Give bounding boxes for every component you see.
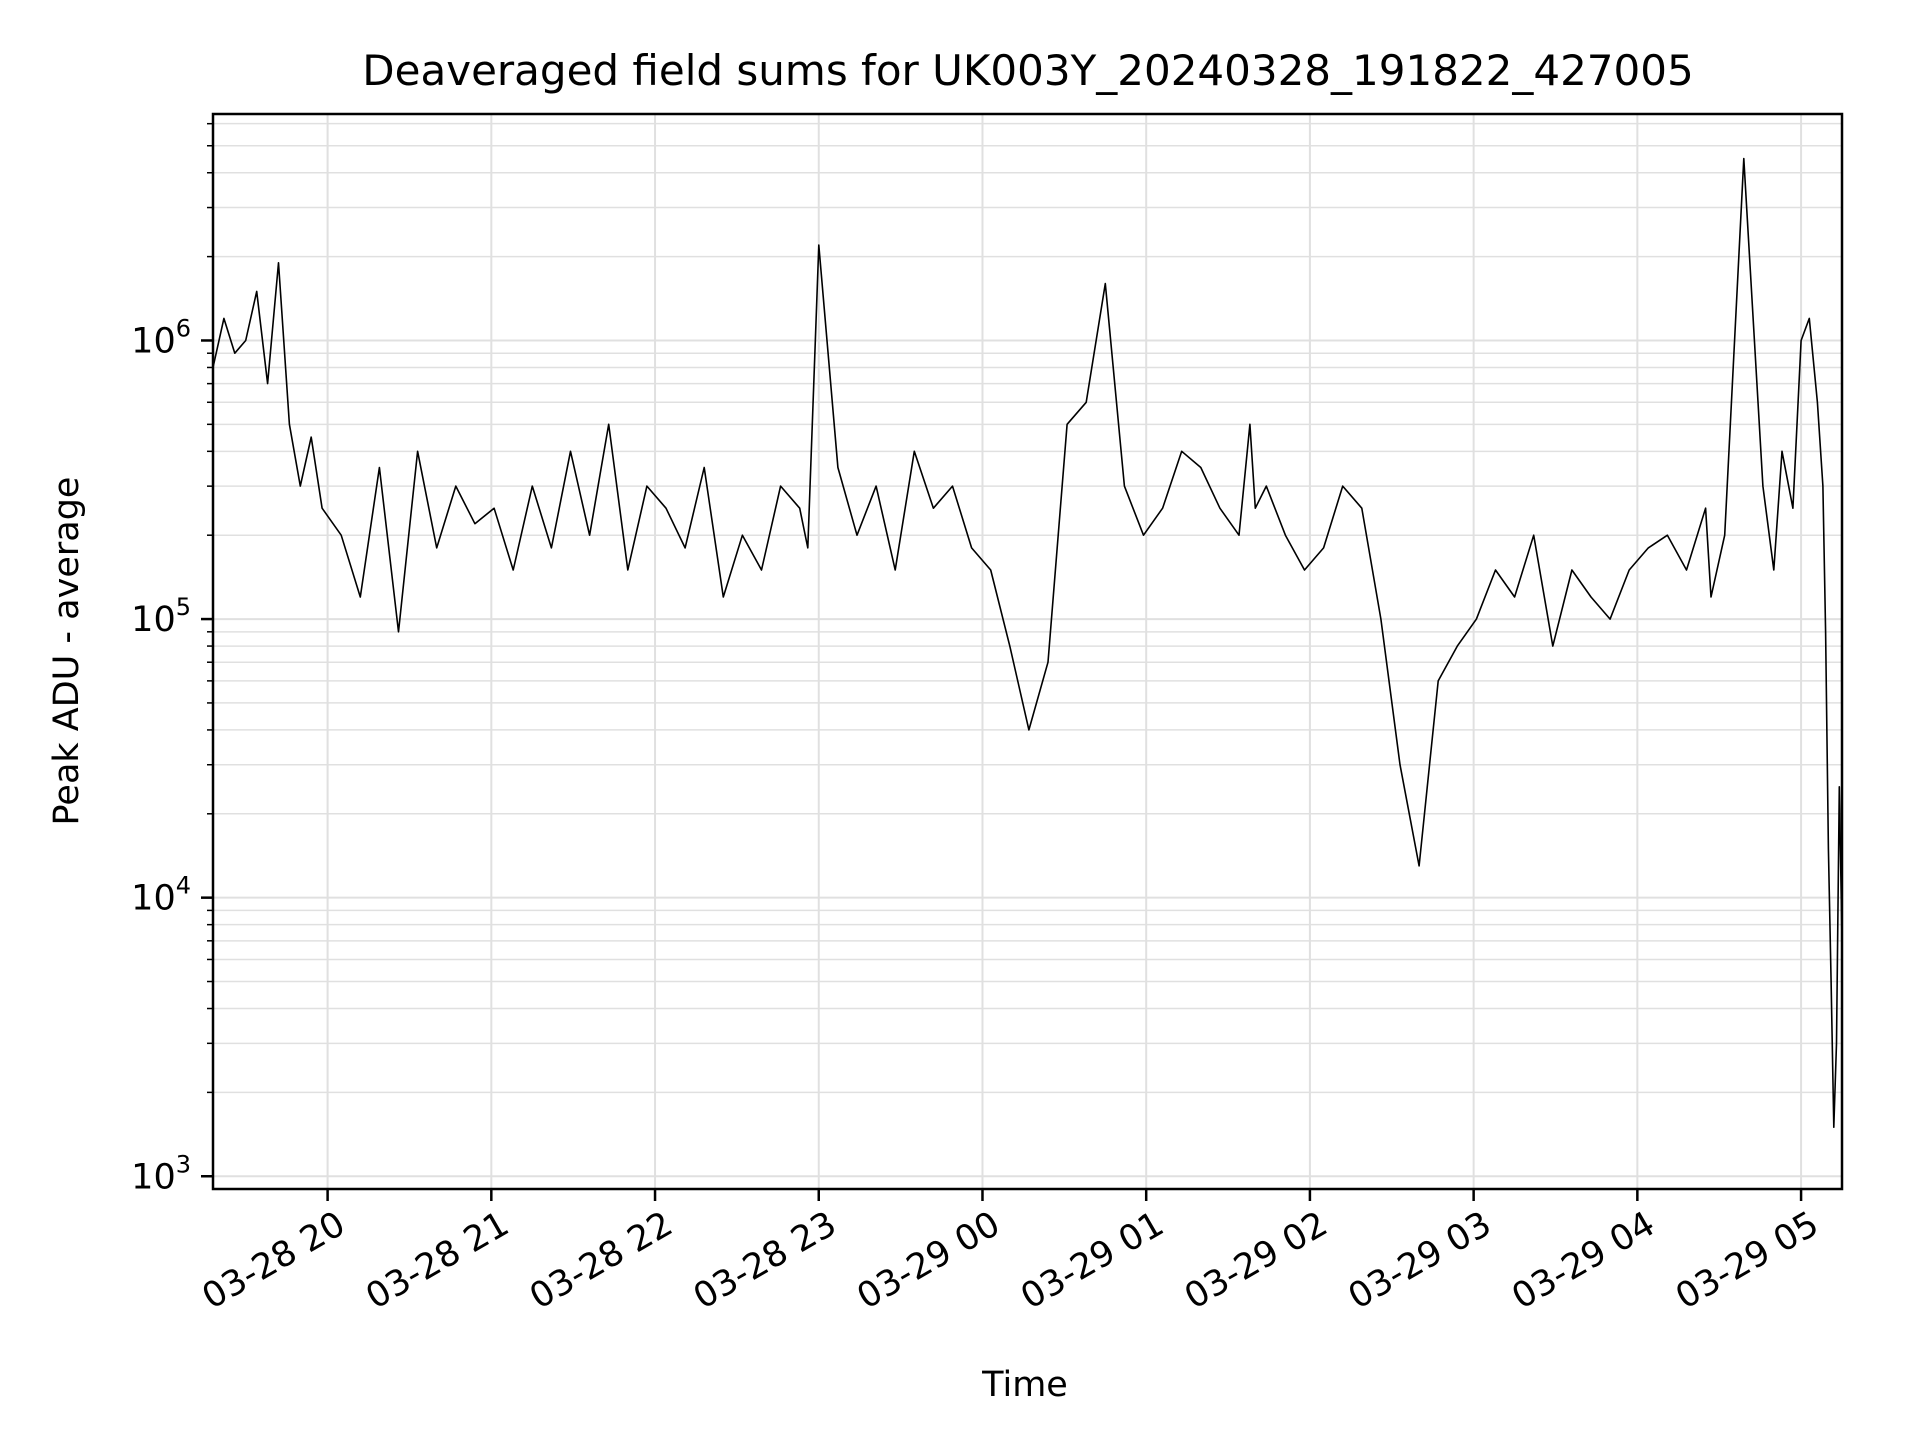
y-tick-label: 106 [131, 314, 191, 361]
chart-title: Deaveraged field sums for UK003Y_2024032… [362, 46, 1693, 95]
x-axis-label: Time [981, 1365, 1068, 1405]
series-line [212, 157, 1843, 1128]
y-tick-label: 105 [131, 593, 191, 640]
plot-frame [211, 112, 1844, 1191]
y-axis-ticks: 103 104 105 106 [131, 122, 213, 1197]
y-tick-label: 103 [131, 1150, 191, 1197]
y-tick-label: 104 [131, 872, 191, 919]
series-layer [212, 157, 1843, 1128]
y-axis-label: Peak ADU - average [47, 477, 87, 826]
